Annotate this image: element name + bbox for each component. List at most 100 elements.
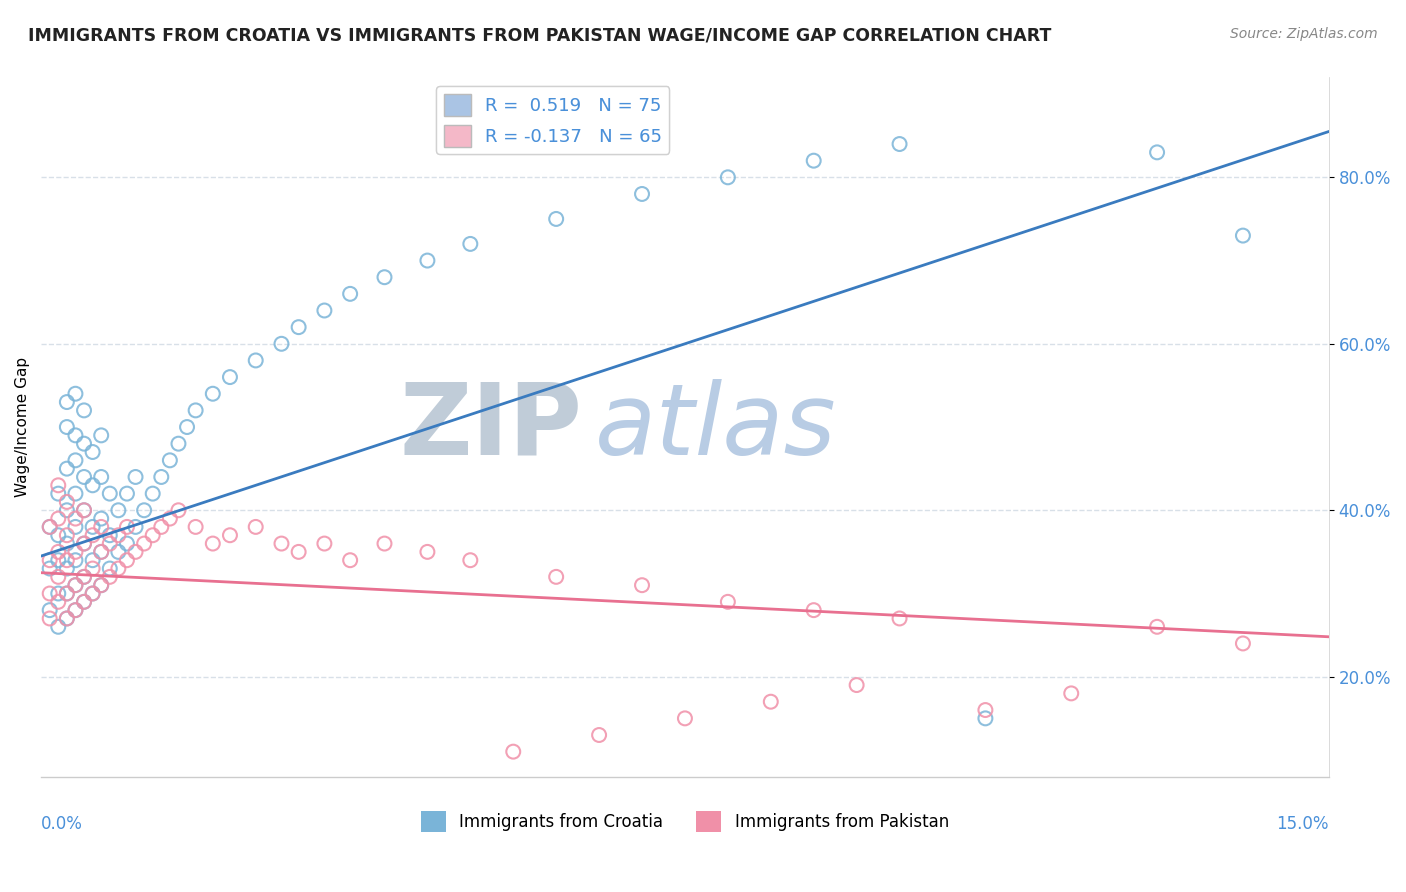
Point <box>107 503 129 517</box>
Point <box>46 511 69 525</box>
Point <box>184 520 207 534</box>
Point <box>1146 145 1168 160</box>
Point <box>416 253 439 268</box>
Point <box>56 495 79 509</box>
Point <box>107 528 129 542</box>
Point <box>82 445 104 459</box>
Point <box>73 403 96 417</box>
Point <box>142 528 165 542</box>
Point <box>546 570 568 584</box>
Point <box>759 695 782 709</box>
Point <box>98 536 121 550</box>
Point <box>717 595 740 609</box>
Point <box>46 545 69 559</box>
Point <box>974 711 997 725</box>
Point <box>73 595 96 609</box>
Point <box>1232 636 1254 650</box>
Point <box>65 386 87 401</box>
Point <box>56 420 79 434</box>
Text: ZIP: ZIP <box>399 378 582 475</box>
Point <box>82 586 104 600</box>
Point <box>82 553 104 567</box>
Point <box>46 528 69 542</box>
Point <box>98 528 121 542</box>
Point <box>270 336 292 351</box>
Point <box>98 486 121 500</box>
Point <box>38 603 60 617</box>
Point <box>631 186 654 201</box>
Point <box>889 611 911 625</box>
Point <box>1232 228 1254 243</box>
Point <box>65 603 87 617</box>
Point <box>115 553 138 567</box>
Point <box>219 370 242 384</box>
Point <box>56 503 79 517</box>
Point <box>176 420 198 434</box>
Point <box>845 678 868 692</box>
Point <box>460 236 482 251</box>
Point <box>65 511 87 525</box>
Point <box>38 561 60 575</box>
Text: Source: ZipAtlas.com: Source: ZipAtlas.com <box>1230 27 1378 41</box>
Point <box>38 520 60 534</box>
Point <box>73 436 96 450</box>
Point <box>38 553 60 567</box>
Point <box>56 586 79 600</box>
Point <box>90 470 112 484</box>
Point <box>73 570 96 584</box>
Point <box>803 153 825 168</box>
Text: atlas: atlas <box>595 378 837 475</box>
Point <box>82 520 104 534</box>
Point <box>65 428 87 442</box>
Point <box>90 520 112 534</box>
Point <box>65 578 87 592</box>
Point <box>56 536 79 550</box>
Point <box>150 470 173 484</box>
Point <box>46 486 69 500</box>
Point <box>90 578 112 592</box>
Point <box>1146 620 1168 634</box>
Point <box>219 528 242 542</box>
Point <box>159 453 181 467</box>
Point <box>38 611 60 625</box>
Point <box>73 570 96 584</box>
Point <box>46 620 69 634</box>
Point <box>287 545 309 559</box>
Point <box>65 486 87 500</box>
Point <box>56 461 79 475</box>
Point <box>314 303 336 318</box>
Point <box>159 511 181 525</box>
Point <box>373 536 395 550</box>
Point <box>90 545 112 559</box>
Point <box>107 545 129 559</box>
Point <box>107 561 129 575</box>
Point <box>115 520 138 534</box>
Point <box>124 545 146 559</box>
Point <box>673 711 696 725</box>
Point <box>46 595 69 609</box>
Point <box>588 728 610 742</box>
Point <box>73 503 96 517</box>
Point <box>889 136 911 151</box>
Point <box>56 611 79 625</box>
Point <box>184 403 207 417</box>
Point <box>270 536 292 550</box>
Point <box>416 545 439 559</box>
Point <box>65 545 87 559</box>
Point <box>46 553 69 567</box>
Point <box>90 545 112 559</box>
Point <box>82 478 104 492</box>
Point <box>201 536 224 550</box>
Point <box>98 561 121 575</box>
Point <box>73 595 96 609</box>
Point <box>46 570 69 584</box>
Point <box>167 436 190 450</box>
Point <box>73 536 96 550</box>
Point <box>38 586 60 600</box>
Point <box>245 353 267 368</box>
Text: 15.0%: 15.0% <box>1277 815 1329 833</box>
Point <box>56 611 79 625</box>
Point <box>717 170 740 185</box>
Text: 0.0%: 0.0% <box>41 815 83 833</box>
Point <box>245 520 267 534</box>
